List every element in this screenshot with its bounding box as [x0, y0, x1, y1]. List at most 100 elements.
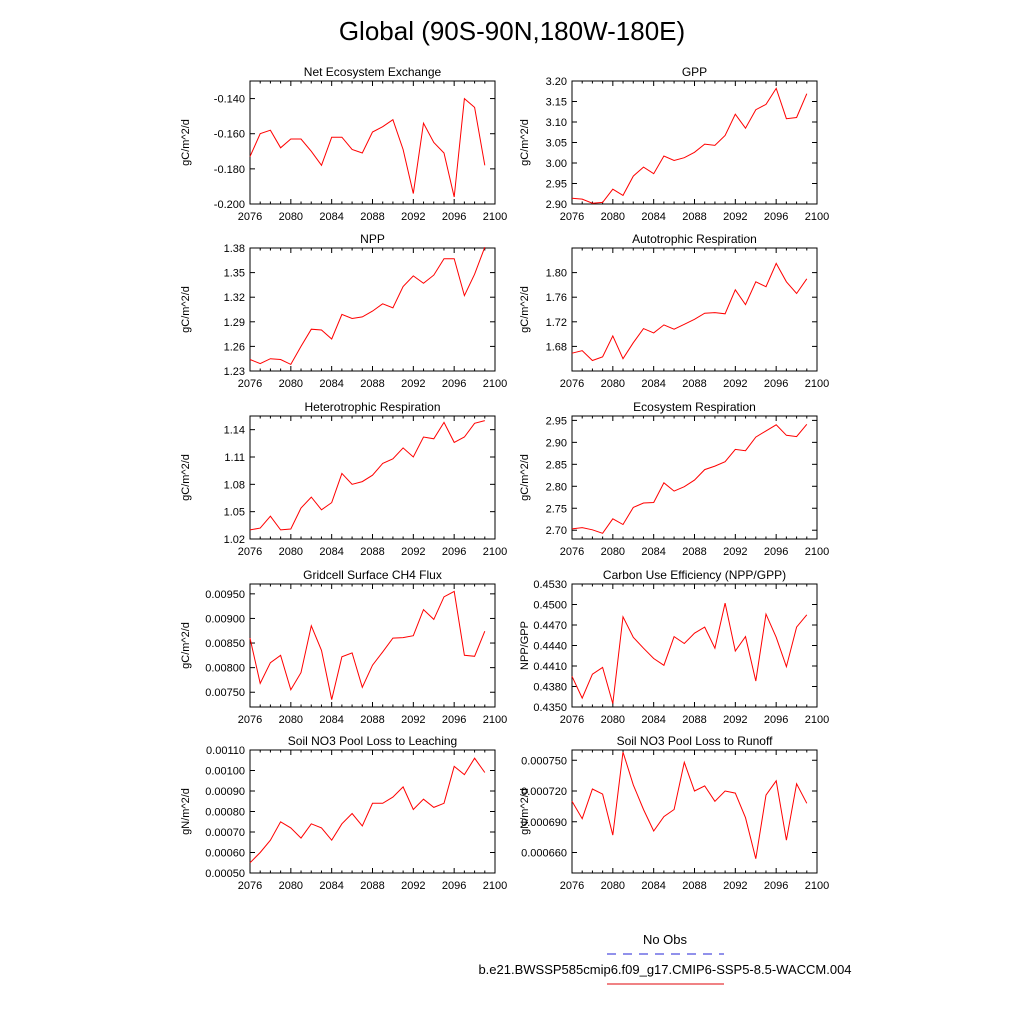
y-axis-label: NPP/GPP	[519, 621, 531, 670]
series-line	[249, 420, 485, 531]
panel-9: Soil NO3 Pool Loss to Runoff 2076 2080 2084…	[519, 734, 829, 892]
x-tick-label: 2084	[641, 378, 665, 390]
chart-panels: Net Ecosystem Exchange 2076 2080 2084 2088 20…	[180, 65, 829, 892]
x-tick-label: 2092	[723, 714, 747, 726]
y-tick-label: -0.180	[214, 164, 245, 176]
plot-frame	[249, 749, 496, 874]
series-line	[571, 423, 808, 534]
y-tick-label: 2.85	[546, 459, 567, 471]
x-tick-label: 2080	[601, 880, 625, 892]
y-tick-label: 1.72	[546, 317, 567, 329]
x-tick-label: 2084	[641, 211, 665, 223]
y-tick-label: 2.90	[546, 199, 567, 211]
y-tick-label: 1.76	[546, 292, 567, 304]
x-tick-label: 2088	[360, 211, 384, 223]
panel-4: Heterotrophic Respiration 2076 2080 2084 208…	[180, 400, 507, 558]
panel-title: Autotrophic Respiration	[632, 232, 757, 246]
y-axis-label: gC/m^2/d	[180, 454, 192, 501]
plot-frame	[249, 247, 496, 372]
y-tick-label: 0.00850	[205, 638, 245, 650]
y-tick-label: 1.02	[224, 534, 245, 546]
y-tick-label: 1.29	[224, 317, 245, 329]
y-tick-label: 2.70	[546, 525, 567, 537]
series-line	[249, 590, 486, 700]
x-tick-label: 2080	[279, 714, 303, 726]
y-tick-label: 0.4380	[533, 682, 567, 694]
y-tick-label: 0.4500	[533, 600, 567, 612]
x-tick-label: 2084	[319, 211, 343, 223]
x-tick-label: 2080	[601, 378, 625, 390]
y-axis-label: gC/m^2/d	[180, 622, 192, 669]
y-tick-label: -0.160	[214, 129, 245, 141]
plot-frame	[571, 415, 818, 540]
legend-obs-label: No Obs	[643, 932, 688, 947]
x-tick-label: 2092	[401, 714, 425, 726]
x-tick-label: 2088	[682, 880, 706, 892]
y-tick-label: 1.38	[224, 243, 245, 255]
y-axis-label: gN/m^2/d	[180, 788, 192, 835]
plot-frame	[249, 415, 496, 540]
plot-frame	[249, 583, 496, 708]
y-tick-label: -0.200	[214, 199, 245, 211]
y-axis-label: gC/m^2/d	[519, 286, 531, 333]
x-tick-label: 2076	[238, 714, 262, 726]
y-tick-label: 3.05	[546, 138, 567, 150]
panel-title: Soil NO3 Pool Loss to Leaching	[288, 734, 457, 748]
panel-5: Ecosystem Respiration 2076 2080 2084 2088 209…	[519, 400, 829, 558]
y-tick-label: 2.90	[546, 437, 567, 449]
panel-1: GPP 2076 2080 2084 2088 2092 2096 2100 2.90 2.95 3…	[519, 65, 829, 223]
y-tick-label: 0.00110	[206, 745, 245, 757]
y-tick-label: 2.75	[546, 503, 567, 515]
y-tick-label: 0.4470	[533, 620, 567, 632]
x-tick-label: 2096	[442, 211, 466, 223]
x-tick-label: 2084	[641, 714, 665, 726]
series-line	[571, 262, 808, 362]
y-tick-label: 1.68	[546, 341, 567, 353]
y-tick-label: 1.80	[546, 268, 567, 280]
y-tick-label: 1.14	[224, 425, 245, 437]
x-tick-label: 2092	[723, 211, 747, 223]
y-tick-label: 0.00950	[205, 589, 245, 601]
x-tick-label: 2076	[560, 546, 584, 558]
y-axis-label: gN/m^2/d	[519, 788, 531, 835]
panel-title: Carbon Use Efficiency (NPP/GPP)	[603, 568, 786, 582]
y-tick-label: 2.80	[546, 481, 567, 493]
y-tick-label: 0.00050	[205, 868, 245, 880]
x-tick-label: 2092	[401, 880, 425, 892]
series-line	[571, 87, 808, 204]
x-tick-label: 2080	[601, 546, 625, 558]
y-axis-label: gC/m^2/d	[180, 286, 192, 333]
y-tick-label: 0.00060	[205, 848, 245, 860]
x-tick-label: 2096	[442, 378, 466, 390]
y-tick-label: 2.95	[546, 179, 567, 191]
x-tick-label: 2080	[601, 714, 625, 726]
x-tick-label: 2096	[442, 880, 466, 892]
y-tick-label: 1.05	[224, 507, 245, 519]
x-tick-label: 2076	[238, 211, 262, 223]
x-tick-label: 2100	[805, 211, 829, 223]
x-tick-label: 2096	[764, 378, 788, 390]
y-axis-label: gC/m^2/d	[180, 119, 192, 166]
y-tick-label: 3.20	[546, 76, 567, 88]
y-tick-label: 3.00	[546, 158, 567, 170]
x-tick-label: 2092	[401, 378, 425, 390]
x-tick-label: 2088	[682, 378, 706, 390]
x-tick-label: 2100	[483, 211, 507, 223]
x-tick-label: 2080	[279, 211, 303, 223]
y-tick-label: 1.11	[224, 452, 245, 464]
y-tick-label: 1.26	[224, 341, 245, 353]
page-title: Global (90S-90N,180W-180E)	[339, 16, 685, 46]
x-tick-label: 2096	[764, 880, 788, 892]
x-tick-label: 2096	[764, 714, 788, 726]
x-tick-label: 2084	[641, 880, 665, 892]
y-tick-label: 3.15	[546, 97, 567, 109]
panel-title: NPP	[360, 232, 385, 246]
panel-title: Net Ecosystem Exchange	[304, 65, 442, 79]
x-tick-label: 2096	[764, 211, 788, 223]
x-tick-label: 2080	[601, 211, 625, 223]
x-tick-label: 2076	[560, 211, 584, 223]
y-tick-label: 3.10	[546, 117, 567, 129]
y-tick-label: 2.95	[546, 415, 567, 427]
x-tick-label: 2076	[560, 880, 584, 892]
y-tick-label: 0.000690	[521, 817, 567, 829]
